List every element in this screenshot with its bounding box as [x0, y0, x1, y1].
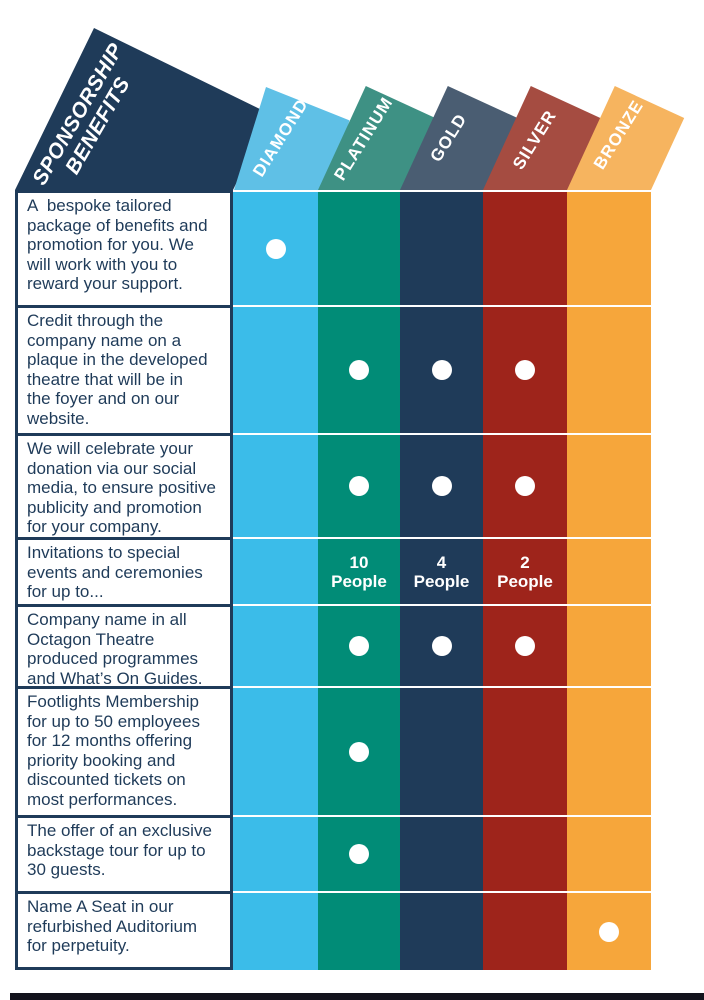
cell-platinum	[318, 305, 400, 433]
cell-platinum	[318, 815, 400, 891]
cell-diamond	[233, 891, 318, 970]
cell-diamond	[233, 305, 318, 433]
cell-silver: 2 People	[483, 537, 567, 604]
cell-silver	[483, 686, 567, 815]
included-dot	[431, 476, 452, 496]
table-row: Footlights Membership for up to 50 emplo…	[15, 686, 651, 815]
included-dot	[349, 741, 369, 762]
included-dot	[515, 636, 535, 656]
included-dot	[265, 238, 286, 259]
benefits-table: A bespoke tailored package of benefits a…	[15, 190, 651, 970]
cell-gold	[400, 891, 483, 970]
cell-platinum	[318, 604, 400, 686]
cell-platinum	[318, 686, 400, 815]
cell-gold: 4 People	[400, 537, 483, 604]
cell-bronze	[567, 815, 651, 891]
cell-gold	[400, 433, 483, 537]
cell-diamond	[233, 686, 318, 815]
cell-bronze	[567, 190, 651, 305]
cell-silver	[483, 604, 567, 686]
included-dot	[349, 476, 369, 496]
people-count: 2 People	[497, 552, 553, 591]
included-dot	[431, 636, 452, 656]
cell-silver	[483, 433, 567, 537]
table-row: We will celebrate your donation via our …	[15, 433, 651, 537]
table-row: Invitations to special events and ceremo…	[15, 537, 651, 604]
cell-diamond	[233, 190, 318, 305]
cell-bronze	[567, 686, 651, 815]
cell-gold	[400, 190, 483, 305]
included-dot	[599, 921, 619, 942]
benefit-description: Name A Seat in our refurbished Auditoriu…	[15, 891, 233, 970]
cell-silver	[483, 815, 567, 891]
cell-bronze	[567, 891, 651, 970]
cell-gold	[400, 686, 483, 815]
table-row: Name A Seat in our refurbished Auditoriu…	[15, 891, 651, 970]
included-dot	[349, 636, 369, 656]
table-row: A bespoke tailored package of benefits a…	[15, 190, 651, 305]
cell-diamond	[233, 537, 318, 604]
cell-bronze	[567, 433, 651, 537]
table-row: The offer of an exclusive backstage tour…	[15, 815, 651, 891]
benefit-description: Invitations to special events and ceremo…	[15, 537, 233, 604]
benefit-description: Company name in all Octagon Theatre prod…	[15, 604, 233, 686]
included-dot	[515, 476, 535, 496]
table-row: Company name in all Octagon Theatre prod…	[15, 604, 651, 686]
cell-diamond	[233, 815, 318, 891]
included-dot	[515, 360, 535, 380]
cell-platinum	[318, 891, 400, 970]
benefit-description: Footlights Membership for up to 50 emplo…	[15, 686, 233, 815]
bottom-bar	[10, 993, 704, 1000]
benefit-description: A bespoke tailored package of benefits a…	[15, 190, 233, 305]
included-dot	[349, 844, 369, 864]
cell-silver	[483, 305, 567, 433]
cell-diamond	[233, 433, 318, 537]
cell-platinum	[318, 433, 400, 537]
cell-bronze	[567, 537, 651, 604]
table-row: Credit through the company name on a pla…	[15, 305, 651, 433]
benefit-description: We will celebrate your donation via our …	[15, 433, 233, 537]
cell-gold	[400, 815, 483, 891]
benefit-description: Credit through the company name on a pla…	[15, 305, 233, 433]
cell-bronze	[567, 305, 651, 433]
benefit-description: The offer of an exclusive backstage tour…	[15, 815, 233, 891]
cell-gold	[400, 305, 483, 433]
cell-bronze	[567, 604, 651, 686]
table-header: DIAMOND PLATINUM GOLD SILVER BRONZE SPONSORSH…	[0, 0, 704, 190]
cell-gold	[400, 604, 483, 686]
cell-platinum: 10 People	[318, 537, 400, 604]
people-count: 4 People	[413, 552, 470, 591]
cell-platinum	[318, 190, 400, 305]
included-dot	[431, 360, 452, 380]
included-dot	[349, 360, 369, 380]
cell-silver	[483, 190, 567, 305]
cell-diamond	[233, 604, 318, 686]
cell-silver	[483, 891, 567, 970]
people-count: 10 People	[331, 552, 387, 591]
